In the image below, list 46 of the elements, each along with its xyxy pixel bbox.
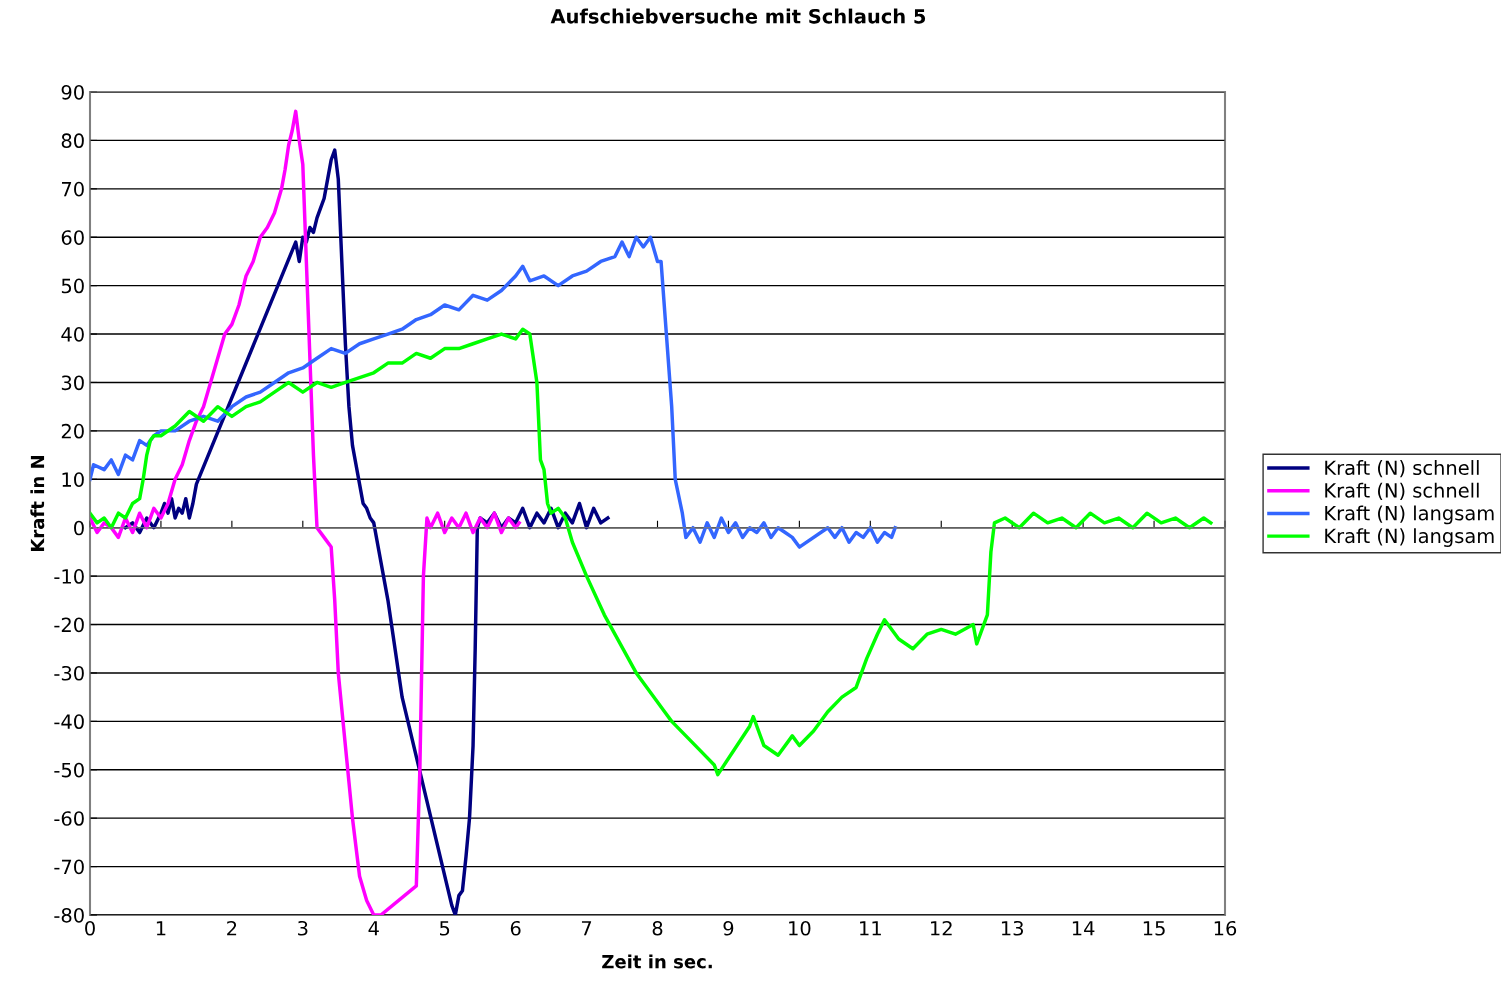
x-tick-label: 16	[1214, 920, 1237, 936]
y-tick-label: -80	[54, 907, 84, 923]
line-series	[90, 235, 897, 549]
legend-label: Kraft (N) schnell	[1325, 482, 1479, 501]
chart-title: Aufschiebversuche mit Schlauch 5	[550, 8, 926, 24]
x-tick-label: 12	[931, 920, 952, 936]
x-tick-label: 4	[368, 921, 379, 936]
legend-label: Kraft (N) langsam	[1325, 528, 1494, 547]
y-tick-label: -50	[54, 762, 84, 778]
x-tick-label: 8	[652, 920, 663, 936]
y-tick-label: -40	[54, 714, 84, 730]
y-tick-label: -60	[54, 811, 84, 826]
x-tick-label: 10	[789, 920, 811, 936]
y-tick-label: 20	[61, 423, 84, 439]
legend-label: Kraft (N) schnell	[1325, 460, 1479, 478]
x-tick-label: 1	[156, 921, 166, 936]
line-series	[90, 109, 521, 915]
y-tick-label: 50	[61, 278, 84, 294]
line-series	[90, 327, 1213, 777]
y-tick-label: 80	[61, 133, 84, 149]
y-tick-label: 60	[61, 230, 84, 245]
y-tick-label: -70	[54, 859, 84, 875]
legend-label: Kraft (N) langsam	[1325, 505, 1494, 525]
y-tick-label: -10	[54, 569, 84, 584]
x-tick-label: 6	[510, 920, 521, 936]
y-tick-label: 30	[61, 375, 84, 391]
y-tick-label: 40	[61, 327, 84, 342]
y-tick-label: 10	[62, 472, 84, 487]
x-tick-label: 2	[227, 920, 237, 936]
x-tick-label: 14	[1072, 921, 1095, 936]
x-tick-label: 13	[1001, 920, 1023, 936]
x-axis-title: Zeit in sec.	[602, 954, 712, 969]
y-tick-label: 70	[61, 181, 84, 197]
x-tick-label: 11	[860, 921, 881, 936]
y-axis-title: Kraft in N	[30, 456, 45, 551]
line-series	[123, 148, 610, 915]
y-tick-label: 90	[61, 84, 84, 100]
y-tick-label: -20	[54, 617, 84, 633]
x-tick-label: 3	[298, 920, 308, 936]
x-tick-label: 15	[1143, 921, 1165, 936]
x-tick-label: 7	[581, 921, 592, 936]
x-tick-label: 0	[85, 920, 95, 936]
x-tick-label: 9	[723, 920, 734, 936]
y-tick-label: -30	[54, 665, 84, 681]
y-tick-label: 0	[74, 520, 84, 536]
x-tick-label: 5	[440, 921, 450, 936]
